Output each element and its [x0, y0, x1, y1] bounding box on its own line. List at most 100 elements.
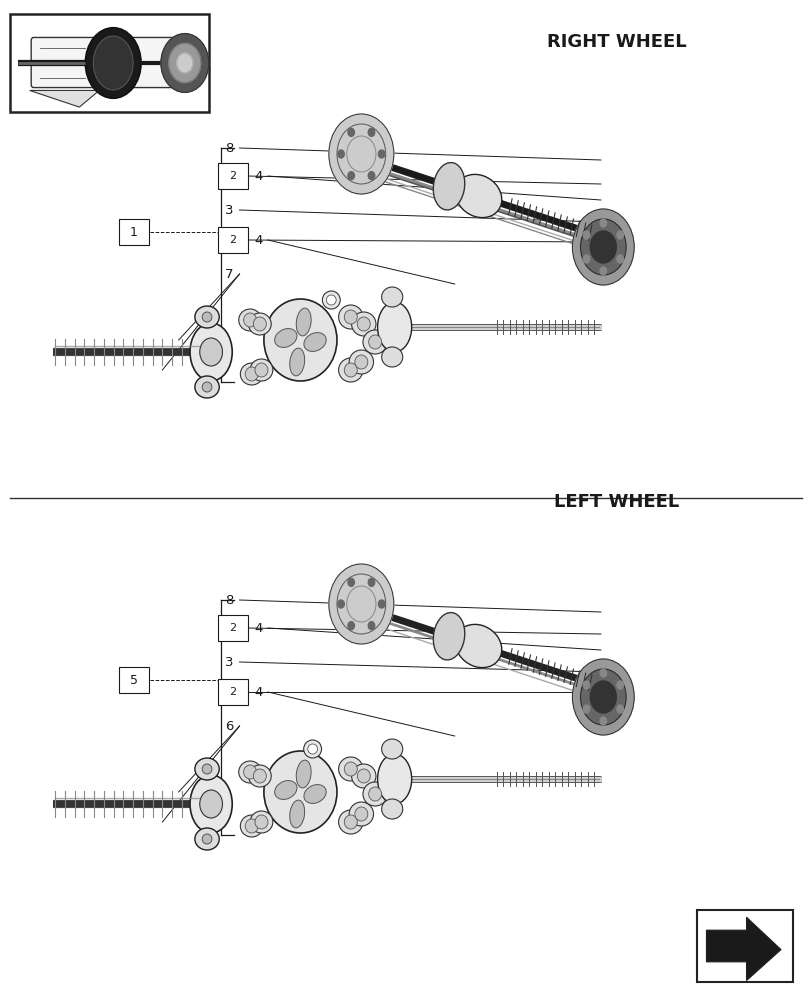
- Ellipse shape: [303, 333, 326, 351]
- Polygon shape: [706, 917, 780, 981]
- Text: 3: 3: [225, 204, 233, 217]
- Ellipse shape: [274, 329, 297, 347]
- Ellipse shape: [338, 810, 363, 834]
- Ellipse shape: [351, 312, 375, 336]
- Bar: [119, 667, 148, 693]
- Ellipse shape: [303, 740, 321, 758]
- Ellipse shape: [202, 382, 212, 392]
- Circle shape: [572, 209, 633, 285]
- Ellipse shape: [245, 819, 258, 833]
- Circle shape: [337, 150, 344, 158]
- Circle shape: [347, 128, 354, 136]
- Circle shape: [572, 659, 633, 735]
- Text: 7: 7: [225, 267, 233, 280]
- Ellipse shape: [253, 317, 266, 331]
- Ellipse shape: [240, 815, 263, 837]
- Ellipse shape: [202, 834, 212, 844]
- Circle shape: [616, 255, 623, 263]
- Circle shape: [590, 231, 616, 263]
- Ellipse shape: [381, 739, 402, 759]
- Ellipse shape: [202, 764, 212, 774]
- Polygon shape: [30, 90, 99, 107]
- Text: 2: 2: [230, 623, 236, 633]
- Circle shape: [582, 255, 589, 263]
- Ellipse shape: [377, 302, 411, 352]
- Ellipse shape: [349, 802, 373, 826]
- Bar: [218, 615, 247, 641]
- Ellipse shape: [85, 28, 141, 98]
- Ellipse shape: [344, 363, 357, 377]
- Ellipse shape: [338, 757, 363, 781]
- Circle shape: [590, 681, 616, 713]
- Circle shape: [580, 219, 625, 275]
- Circle shape: [337, 574, 385, 634]
- Ellipse shape: [381, 799, 402, 819]
- Circle shape: [616, 231, 623, 239]
- Circle shape: [347, 622, 354, 630]
- Ellipse shape: [250, 811, 272, 833]
- Ellipse shape: [248, 313, 271, 335]
- Circle shape: [599, 717, 606, 725]
- Circle shape: [599, 267, 606, 275]
- Ellipse shape: [433, 163, 464, 210]
- Ellipse shape: [245, 367, 258, 381]
- Ellipse shape: [190, 775, 232, 833]
- Ellipse shape: [357, 317, 370, 331]
- Ellipse shape: [344, 762, 357, 776]
- Circle shape: [353, 144, 369, 164]
- Text: LEFT WHEEL: LEFT WHEEL: [554, 493, 679, 511]
- Circle shape: [368, 622, 375, 630]
- Circle shape: [599, 669, 606, 677]
- Ellipse shape: [357, 769, 370, 783]
- Circle shape: [582, 681, 589, 689]
- Ellipse shape: [240, 363, 263, 385]
- Ellipse shape: [377, 754, 411, 804]
- Ellipse shape: [338, 305, 363, 329]
- Ellipse shape: [296, 308, 311, 336]
- Ellipse shape: [455, 624, 501, 668]
- Circle shape: [616, 705, 623, 713]
- Circle shape: [347, 578, 354, 586]
- Ellipse shape: [248, 765, 271, 787]
- Ellipse shape: [238, 309, 261, 331]
- Ellipse shape: [381, 347, 402, 367]
- Ellipse shape: [351, 764, 375, 788]
- Bar: [218, 227, 247, 253]
- Ellipse shape: [264, 751, 337, 833]
- Text: 8: 8: [225, 593, 233, 606]
- Circle shape: [368, 578, 375, 586]
- Ellipse shape: [338, 358, 363, 382]
- Ellipse shape: [363, 782, 387, 806]
- Bar: [696, 910, 792, 982]
- Text: RIGHT WHEEL: RIGHT WHEEL: [547, 33, 686, 51]
- Ellipse shape: [344, 815, 357, 829]
- Ellipse shape: [290, 800, 304, 828]
- Ellipse shape: [255, 363, 268, 377]
- Ellipse shape: [344, 310, 357, 324]
- Ellipse shape: [243, 765, 256, 779]
- Circle shape: [346, 136, 375, 172]
- Ellipse shape: [296, 760, 311, 788]
- Text: 2: 2: [230, 171, 236, 181]
- Ellipse shape: [195, 376, 219, 398]
- Circle shape: [328, 564, 393, 644]
- Ellipse shape: [190, 323, 232, 381]
- Ellipse shape: [455, 174, 501, 218]
- Text: 2: 2: [230, 235, 236, 245]
- Ellipse shape: [238, 761, 261, 783]
- Ellipse shape: [243, 313, 256, 327]
- Ellipse shape: [307, 744, 317, 754]
- Circle shape: [616, 681, 623, 689]
- Ellipse shape: [368, 335, 381, 349]
- Ellipse shape: [255, 815, 268, 829]
- Ellipse shape: [322, 291, 340, 309]
- Ellipse shape: [354, 355, 367, 369]
- Bar: [10, 14, 208, 112]
- Text: 8: 8: [225, 141, 233, 154]
- Bar: [218, 163, 247, 189]
- Ellipse shape: [264, 299, 337, 381]
- Circle shape: [337, 124, 385, 184]
- Circle shape: [582, 231, 589, 239]
- Bar: [119, 219, 148, 245]
- Ellipse shape: [368, 787, 381, 801]
